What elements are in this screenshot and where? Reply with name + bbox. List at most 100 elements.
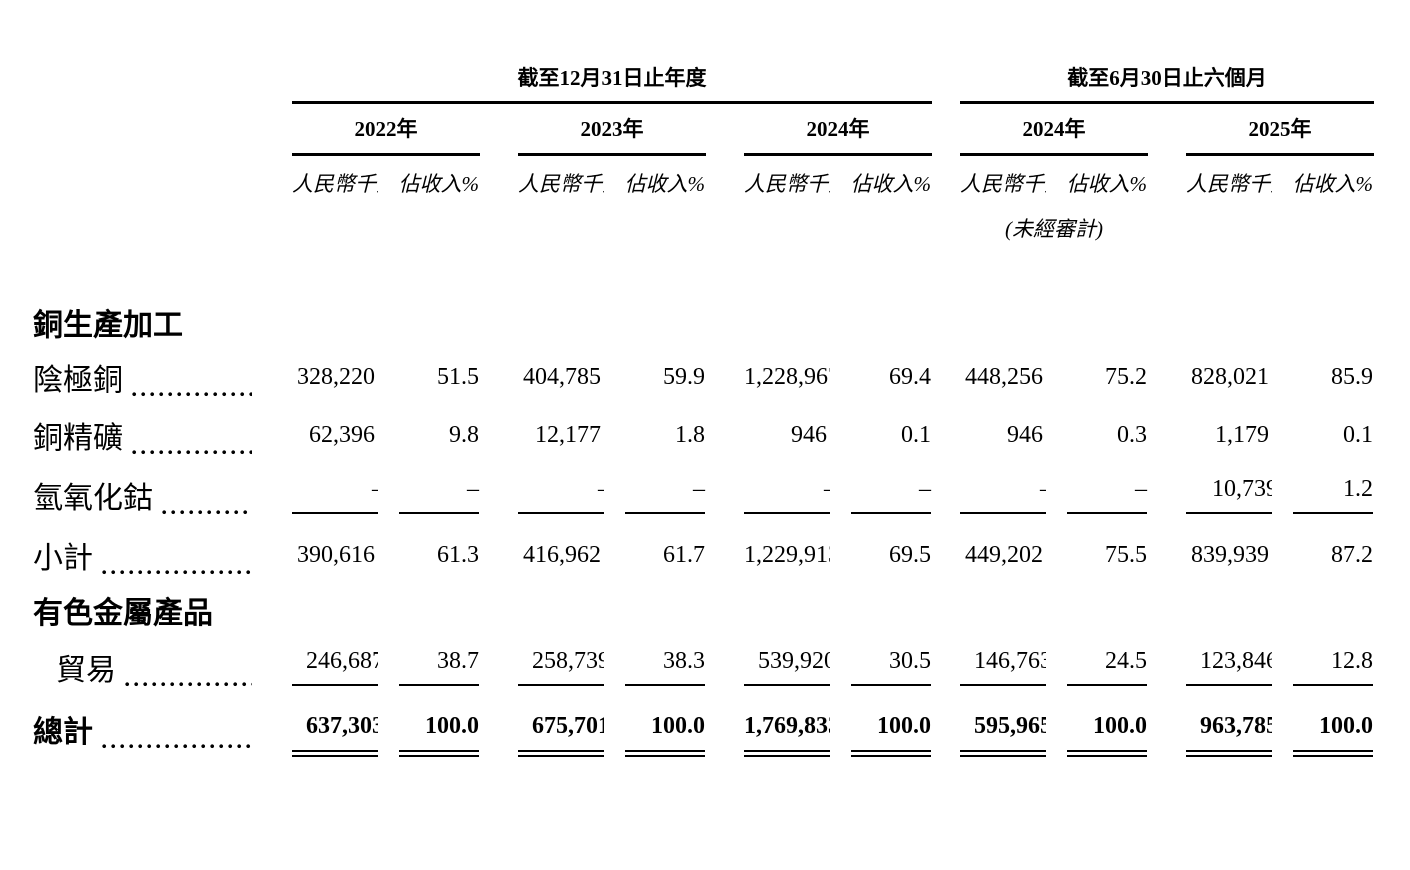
amount-unit-header: 人民幣千元: [960, 171, 1046, 196]
percent-cell: 12.8: [1272, 636, 1374, 698]
table-row-item: 陰極銅 328,220 51.5 404,785 59.9 1,228,967 69.4 44…: [32, 348, 1374, 406]
percent-cell: –: [1046, 464, 1148, 526]
amount-cell: 416,962: [523, 541, 601, 568]
cell-value: –: [960, 476, 1046, 514]
group-gap: [1148, 698, 1186, 772]
section-gap: [932, 348, 960, 406]
header-spacer: [1148, 210, 1374, 246]
row-label: 銅精礦: [32, 406, 292, 464]
cell-value: 30.5: [851, 648, 931, 686]
amount-cell: 675,701: [518, 698, 604, 772]
percent-cell: –: [604, 464, 706, 526]
percent-header: 佔收入%: [398, 171, 480, 196]
amount-cell: 839,939: [1191, 541, 1269, 568]
percent-cell: 69.4: [889, 363, 931, 390]
group-gap: [706, 464, 744, 526]
period-header-row: 截至12月31日止年度 截至6月30日止六個月: [32, 58, 1375, 104]
dot-leader: [132, 392, 252, 397]
amount-cell: 637,303: [292, 698, 378, 772]
cell-value: 100.0: [399, 713, 479, 757]
percent-cell: 100.0: [1272, 698, 1374, 772]
section-gap: [932, 526, 960, 584]
section-row-filler: [292, 584, 1374, 636]
cell-value: 539,920: [744, 648, 830, 686]
amount-unit-header: 人民幣千元: [292, 171, 378, 196]
percent-cell: 100.0: [604, 698, 706, 772]
cell-value: 1.2: [1293, 476, 1374, 514]
table-row-item: 銅精礦 62,396 9.8 12,177 1.8 946 0.1 946 0.3 1,179 0.…: [32, 406, 1374, 464]
cell-value: –: [1067, 476, 1147, 514]
section-gap: [932, 464, 960, 526]
amount-cell: 449,202: [965, 541, 1043, 568]
amount-cell: 258,739: [518, 636, 604, 698]
group-gap: [1148, 464, 1186, 526]
cell-value: 123,846: [1186, 648, 1272, 686]
dot-leader: [102, 570, 252, 575]
table-row-item: 貿易 246,687 38.7 258,739 38.3 539,920 30.5 146,7…: [32, 636, 1374, 698]
cell-value: 24.5: [1067, 648, 1147, 686]
amount-cell: 123,846: [1186, 636, 1272, 698]
percent-cell: 75.2: [1105, 363, 1147, 390]
cell-value: 12.8: [1293, 648, 1374, 686]
group-gap: [1148, 102, 1186, 154]
section-row-filler: [292, 296, 1374, 348]
cell-value: –: [399, 476, 479, 514]
cell-value: 10,739: [1186, 476, 1272, 514]
amount-unit-header: 人民幣千元: [518, 171, 604, 196]
cell-value: –: [851, 476, 931, 514]
amount-cell: 946: [791, 421, 827, 448]
percent-cell: 100.0: [1046, 698, 1148, 772]
cell-value: 1,769,833: [744, 713, 830, 757]
group-gap: [480, 526, 518, 584]
percent-header: 佔收入%: [1066, 171, 1148, 196]
cell-value: 963,785: [1186, 713, 1272, 757]
amount-cell: –: [518, 464, 604, 526]
amount-cell: 1,228,967: [744, 363, 830, 390]
amount-cell: 963,785: [1186, 698, 1272, 772]
cell-value: 38.3: [625, 648, 705, 686]
row-label-text: 氫氧化鈷: [33, 482, 153, 515]
percent-cell: 0.1: [901, 421, 931, 448]
percent-header: 佔收入%: [850, 171, 932, 196]
percent-cell: 85.9: [1331, 363, 1374, 390]
dot-leader: [162, 510, 252, 515]
percent-cell: 38.7: [378, 636, 480, 698]
row-label: 小計: [32, 526, 292, 584]
cell-value: 258,739: [518, 648, 604, 686]
header-spacer: [32, 210, 960, 246]
row-label: 貿易: [32, 636, 292, 698]
percent-cell: 100.0: [830, 698, 932, 772]
group-gap: [480, 102, 518, 154]
header-spacer: [32, 58, 292, 102]
amount-cell: 10,739: [1186, 464, 1272, 526]
percent-cell: 87.2: [1331, 541, 1374, 568]
row-label: 陰極銅: [32, 348, 292, 406]
group-gap: [706, 154, 744, 210]
amount-cell: –: [744, 464, 830, 526]
group-gap: [706, 526, 744, 584]
revenue-breakdown-table: 截至12月31日止年度 截至6月30日止六個月 2022年 2023年 2024…: [32, 58, 1375, 772]
header-spacer: [32, 154, 292, 210]
group-gap: [706, 102, 744, 154]
cell-value: 595,965: [960, 713, 1046, 757]
group-gap: [706, 348, 744, 406]
cell-value: 100.0: [851, 713, 931, 757]
amount-cell: 946: [1007, 421, 1043, 448]
year-header-2025-interim: 2025年: [1186, 102, 1375, 156]
row-label: 氫氧化鈷: [32, 464, 292, 526]
amount-cell: 390,616: [297, 541, 375, 568]
group-gap: [1148, 636, 1186, 698]
group-gap: [1148, 154, 1186, 210]
group-gap: [1148, 348, 1186, 406]
amount-cell: 1,769,833: [744, 698, 830, 772]
row-label-text: 總計: [33, 716, 93, 749]
section-gap: [932, 58, 960, 102]
percent-cell: 61.3: [437, 541, 479, 568]
percent-cell: 30.5: [830, 636, 932, 698]
group-gap: [480, 698, 518, 772]
group-gap: [706, 698, 744, 772]
table-row-total: 總計 637,303 100.0 675,701 100.0 1,769,833 100.0…: [32, 698, 1374, 772]
year-header-2024-interim: 2024年: [960, 102, 1148, 156]
amount-cell: 1,179: [1215, 421, 1269, 448]
